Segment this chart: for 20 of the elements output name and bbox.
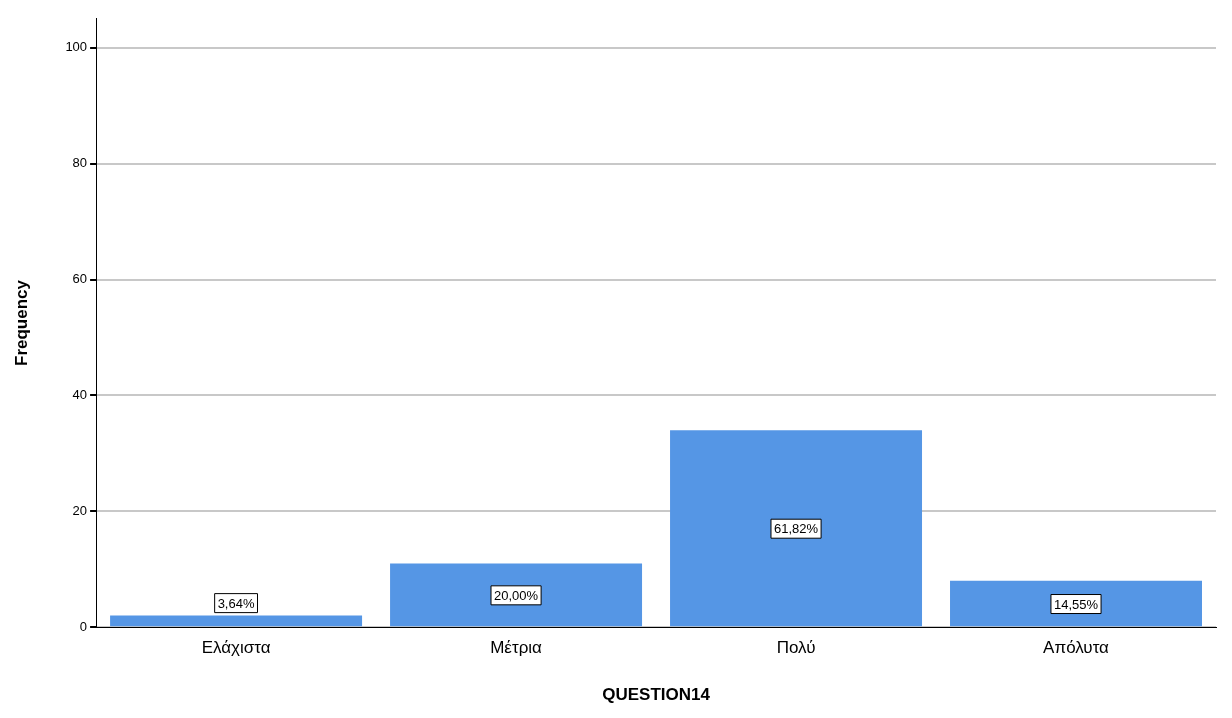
y-tick-label: 40 [72,387,88,403]
y-tick-label: 20 [72,502,88,518]
annotation: 61,82% [773,521,819,537]
y-tick-label: 0 [79,618,88,634]
x-tick-label: Μέτρια [490,638,543,658]
bar [950,580,1202,627]
y-tick-label: 100 [65,39,88,55]
x-axis-title: QUESTION14 [602,685,711,705]
annotation: 20,00% [494,587,539,603]
y-tick-label: 60 [72,271,88,287]
y-axis-title: Frequency [11,279,31,366]
y-tick-label: 80 [72,155,88,171]
x-tick-label: Ελάχιστα [201,638,271,658]
annotation: 3,64% [217,595,255,611]
annotation: 14,55% [1053,596,1099,612]
x-tick-label: Πολύ [776,638,816,658]
bar [110,615,363,627]
bar [670,430,923,627]
bar [390,563,643,627]
x-tick-label: Απόλυτα [1043,638,1110,658]
